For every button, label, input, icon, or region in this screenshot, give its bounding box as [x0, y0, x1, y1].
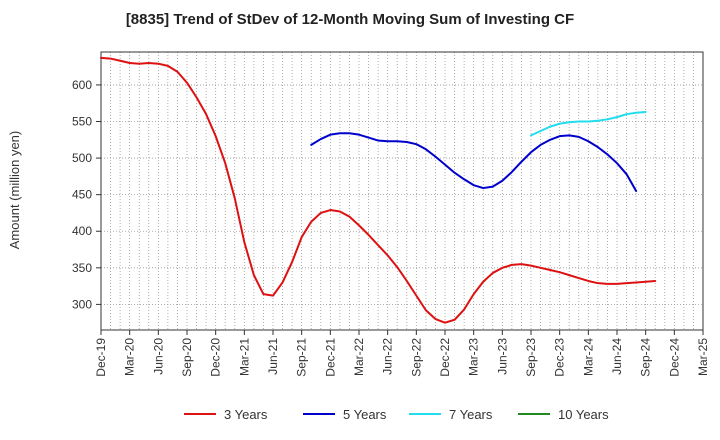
x-tick-label: Jun-24 [610, 338, 624, 375]
plot-frame [100, 51, 704, 331]
x-tick-label: Sep-22 [409, 338, 423, 377]
x-tick-label: Jun-21 [266, 338, 280, 375]
legend-label: 3 Years [224, 407, 268, 422]
series-line-3-years [100, 56, 657, 324]
grid [101, 52, 703, 330]
y-tick-label: 500 [72, 151, 92, 165]
x-tick-label: Mar-20 [123, 338, 137, 376]
series-line-5-years [310, 132, 638, 192]
x-tick-label: Jun-22 [381, 338, 395, 375]
x-tick-label: Mar-23 [467, 338, 481, 376]
y-tick-label: 600 [72, 78, 92, 92]
x-tick-label: Dec-22 [438, 338, 452, 377]
y-tick-label: 350 [72, 261, 92, 275]
x-tick-label: Sep-24 [639, 338, 653, 377]
y-tick-label: 300 [72, 297, 92, 311]
x-tick-label: Dec-21 [323, 338, 337, 377]
legend: 3 Years 5 Years 7 Years 10 Years [184, 407, 609, 422]
x-tick-label: Sep-23 [524, 338, 538, 377]
x-tick-label: Mar-21 [237, 338, 251, 376]
y-tick-label: 550 [72, 115, 92, 129]
legend-label: 5 Years [343, 407, 387, 422]
chart-title: [8835] Trend of StDev of 12-Month Moving… [126, 11, 574, 28]
y-tick-label: 400 [72, 224, 92, 238]
axes: 300 350 400 450 500 550 600 Dec-19 Mar-20 Jun-20 S… [72, 51, 710, 377]
x-tick-label: Sep-20 [180, 338, 194, 377]
x-tick-label: Mar-24 [581, 338, 595, 376]
y-axis-label: Amount (million yen) [7, 131, 22, 250]
legend-label: 10 Years [558, 407, 609, 422]
legend-label: 7 Years [449, 407, 493, 422]
x-tick-label: Sep-21 [295, 338, 309, 377]
x-tick-label: Jun-23 [495, 338, 509, 375]
x-tick-label: Dec-23 [553, 338, 567, 377]
series-lines [100, 56, 657, 324]
y-tick-label: 450 [72, 188, 92, 202]
x-tick-label: Mar-22 [352, 338, 366, 376]
x-tick-label: Jun-20 [151, 338, 165, 375]
series-line-7-years [530, 110, 647, 137]
x-tick-label: Mar-25 [696, 338, 710, 376]
x-tick-label: Dec-24 [667, 338, 681, 377]
x-tick-label: Dec-19 [94, 338, 108, 377]
x-tick-label: Dec-20 [209, 338, 223, 377]
